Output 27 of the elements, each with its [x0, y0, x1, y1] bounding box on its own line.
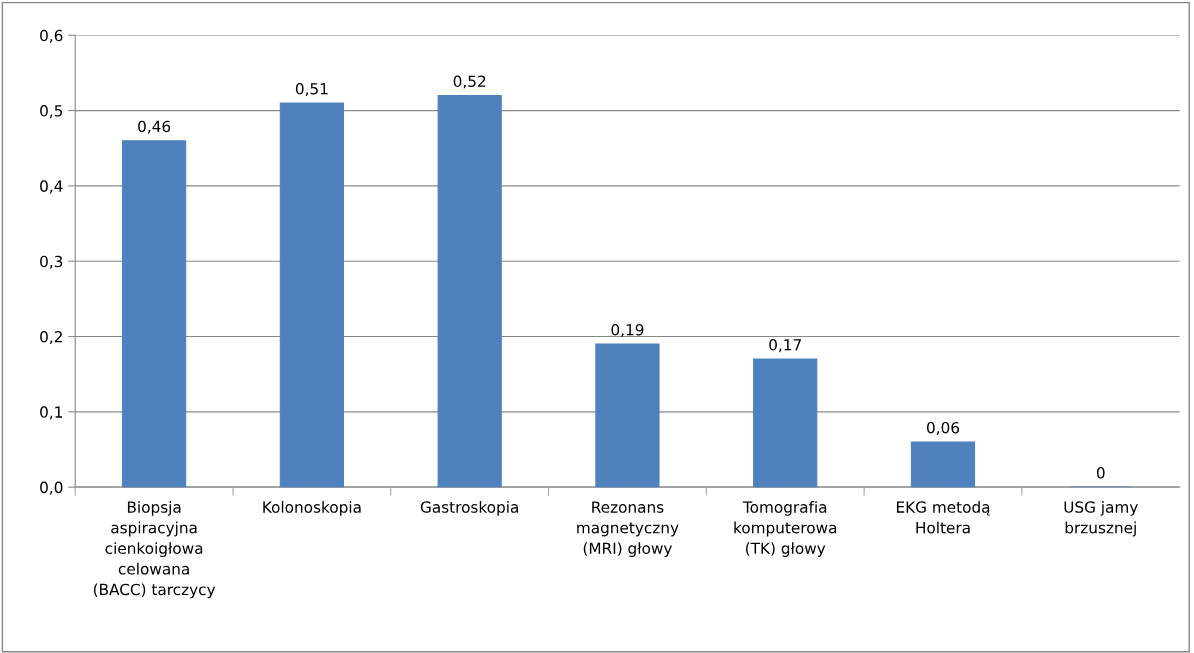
y-tick-label: 0,2 — [40, 330, 62, 345]
data-label: 0,51 — [295, 82, 328, 97]
x-tick-label: EKG metodą Holtera — [896, 501, 990, 534]
y-tick-label: 0,6 — [40, 29, 63, 43]
data-label: 0,17 — [769, 339, 801, 353]
bar — [122, 140, 187, 488]
x-tick-label: USG jamy brzusznej — [1064, 501, 1138, 537]
bar — [595, 343, 660, 488]
data-label: 0,52 — [453, 75, 486, 89]
x-tick-label: Tomografia komputerowa (TK) głowy — [734, 501, 837, 557]
y-tick-label: 0,1 — [40, 406, 63, 420]
data-label: 0,06 — [927, 421, 960, 435]
data-label: 0 — [1096, 467, 1105, 479]
y-tick-label: 0,4 — [40, 180, 63, 194]
y-tick-label: 0,0 — [40, 481, 63, 495]
x-tick-label: Gastroskopia — [420, 501, 518, 516]
bar — [910, 441, 976, 488]
bar — [279, 102, 345, 488]
data-label: 0,46 — [138, 120, 171, 134]
bar — [753, 358, 818, 488]
y-tick-label: 0,3 — [40, 255, 63, 269]
x-tick-label: Biopsja aspiracyjna cienkoigłowa celowana (BACC) tarczycy — [93, 501, 216, 599]
data-label: 0,19 — [611, 323, 644, 338]
x-tick-label: Kolonoskopia — [263, 501, 361, 516]
x-tick-label: Rezonans magnetyczny (MRI) głowy — [577, 501, 679, 557]
bar — [437, 94, 502, 488]
y-tick-label: 0,5 — [40, 105, 63, 119]
